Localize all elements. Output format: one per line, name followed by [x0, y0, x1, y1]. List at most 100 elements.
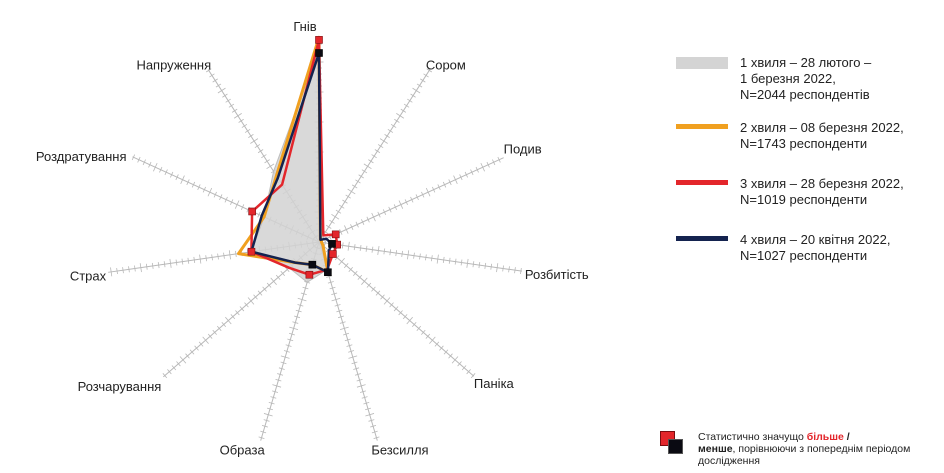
axis-tick — [368, 159, 374, 164]
axis-tick — [415, 194, 419, 201]
axis-tick — [334, 304, 341, 307]
series-layer — [237, 35, 339, 283]
axis-tick — [426, 68, 433, 73]
series-line-wave-4 — [250, 51, 334, 274]
legend-label-wave-1: 1 хвиля – 28 лютого – 1 березня 2022, N=… — [740, 55, 872, 102]
axis-tick — [189, 349, 195, 355]
axis-tick — [287, 338, 294, 342]
axis-tick — [434, 341, 440, 347]
legend-swatch-wave-3 — [676, 180, 728, 185]
axis-tick — [368, 419, 375, 422]
axis-tick — [275, 274, 281, 280]
axis-tick — [496, 263, 499, 273]
axis-tick — [264, 159, 270, 164]
axis-tick — [231, 108, 238, 113]
axis-tick — [366, 216, 370, 223]
legend-item-wave-2: 2 хвиля – 08 березня 2022, N=1743 респон… — [676, 120, 944, 152]
axis-tick — [199, 254, 202, 264]
axis-tick — [460, 259, 463, 266]
axis-label: Страх — [70, 268, 107, 283]
axis-tick — [275, 378, 282, 382]
axis-tick — [157, 262, 160, 269]
axis-tick — [223, 252, 225, 259]
axis-tick — [292, 321, 299, 324]
axis-tick — [331, 213, 340, 220]
axis-tick — [520, 268, 522, 275]
axis-tick — [285, 344, 292, 347]
axis-tick — [461, 365, 467, 371]
significance-marker — [248, 207, 256, 216]
axis-tick — [443, 349, 449, 355]
legend-swatch-wave-2 — [676, 124, 728, 129]
axis-tick — [343, 332, 350, 336]
axis-tick — [193, 256, 196, 263]
axis-tick — [353, 367, 360, 370]
axis-tick — [361, 169, 368, 174]
axis-tick — [215, 83, 222, 88]
axis-tick — [350, 224, 354, 230]
axis-tick — [451, 356, 459, 364]
axis-tick — [402, 314, 408, 320]
axis-tick — [401, 250, 403, 257]
axis-tick — [283, 350, 290, 353]
axis-tick — [217, 253, 219, 260]
axis-tick — [335, 209, 342, 214]
axis-tick — [371, 212, 376, 222]
axis-tick — [175, 174, 179, 181]
axis-tick — [248, 134, 254, 138]
axis-tick — [257, 290, 263, 296]
axis-tick — [162, 373, 168, 379]
axis-tick — [266, 163, 275, 170]
axis-tick — [448, 257, 451, 264]
axis-tick — [508, 266, 510, 273]
axis-tick — [209, 73, 215, 78]
axis-tick — [466, 369, 471, 375]
axis-tick — [228, 103, 235, 108]
axis-tick — [412, 87, 421, 94]
axis-tick — [334, 255, 340, 261]
axis-tick — [382, 209, 387, 215]
axis-line — [318, 241, 522, 272]
axis-tick — [257, 211, 261, 218]
axis-tick — [490, 263, 493, 270]
axis-tick — [110, 267, 113, 277]
axis-tick — [163, 261, 166, 268]
significance-marker — [328, 240, 336, 248]
axis-tick — [272, 390, 279, 393]
legend-item-wave-1: 1 хвиля – 28 лютого – 1 березня 2022, N=… — [676, 55, 944, 103]
axis-tick — [371, 286, 376, 292]
axis-tick — [375, 290, 381, 296]
axis-tick — [331, 292, 338, 296]
axis-tick — [363, 163, 372, 170]
axis-tick — [164, 169, 168, 176]
axis-tick — [380, 294, 385, 300]
axis-tick — [233, 113, 242, 119]
axis-tick — [272, 384, 282, 388]
axis-tick — [262, 286, 267, 292]
axis-tick — [230, 314, 236, 320]
axis-tick — [217, 87, 226, 94]
axis-tick — [432, 186, 436, 193]
axis-tick — [258, 436, 265, 439]
axis-tick — [205, 68, 212, 73]
axis-tick — [348, 266, 354, 273]
axis-tick — [239, 306, 245, 312]
axis-label: Подив — [504, 142, 542, 157]
axis-tick — [371, 246, 374, 253]
axis-tick — [247, 297, 255, 305]
axis-tick — [171, 365, 177, 371]
axis-tick — [393, 204, 398, 211]
axis-tick — [212, 329, 217, 335]
axis-tick — [339, 326, 349, 331]
axis-tick — [437, 184, 441, 191]
axis-tick — [388, 206, 392, 213]
significance-marker — [315, 49, 323, 57]
axis-tick — [145, 263, 148, 270]
axis-tick — [389, 249, 392, 256]
axis-tick — [137, 156, 141, 163]
axis-tick — [358, 174, 364, 179]
radar-chart: Гнів Сором Подив Розбитість Паніка Безсилля Об… — [36, 19, 589, 458]
axis-tick — [347, 241, 350, 251]
axis-tick — [325, 224, 332, 229]
axis-tick — [363, 401, 370, 405]
